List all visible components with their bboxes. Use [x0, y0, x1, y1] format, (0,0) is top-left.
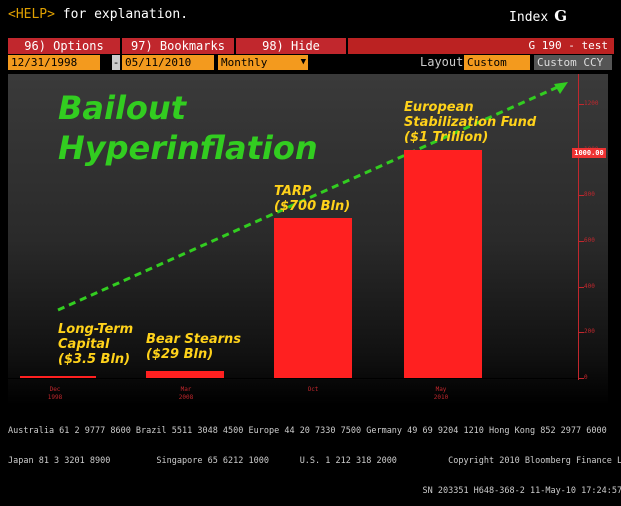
- top-bar: <HELP> for explanation. Index G: [0, 0, 621, 34]
- footer-line-3: SN 203351 H648-368-2 11-May-10 17:24:57: [8, 486, 621, 496]
- y-tick-mark: [578, 241, 584, 242]
- x-tick-1-month: Dec: [49, 386, 61, 393]
- help-line: <HELP> for explanation.: [8, 7, 188, 22]
- y-tick-mark: [578, 195, 584, 197]
- y-tick-mark: [578, 378, 584, 379]
- x-tick-2: Mar 2008: [171, 386, 201, 402]
- label-efsf-line2: Stabilization Fund: [404, 115, 537, 130]
- y-tick-mark: [578, 286, 584, 288]
- label-ltcm-line2: Capital: [58, 337, 110, 352]
- date-separator: -: [112, 55, 120, 70]
- headline-line-1: Bailout: [58, 89, 186, 127]
- y-tick-label: 1200: [584, 100, 599, 107]
- y-tick-label: 400: [584, 282, 595, 290]
- x-tick-2-year: 2008: [178, 394, 194, 401]
- label-efsf-line3: ($1 Trillion): [404, 130, 489, 145]
- label-efsf-line1: European: [404, 100, 474, 115]
- label-tarp-line1: TARP: [274, 184, 312, 199]
- page-title: G 190 - test: [528, 39, 608, 52]
- y-tick-mark: [578, 104, 584, 105]
- layout-label: Layout: [420, 55, 464, 69]
- options-button[interactable]: 96) Options: [8, 38, 122, 54]
- y-tick-mark: [578, 332, 584, 334]
- x-tick-1: Dec 1998: [40, 386, 70, 402]
- menu-bar: 96) Options 97) Bookmarks 98) Hide G 190…: [8, 38, 614, 54]
- x-axis: Dec 1998 Mar 2008 Oct May 2010: [8, 378, 608, 405]
- start-date-value: 12/31/1998: [11, 56, 78, 69]
- x-tick-1-year: 1998: [47, 394, 63, 401]
- y-axis: [578, 74, 579, 380]
- bar-3: [274, 218, 352, 378]
- contact-footer: Australia 61 2 9777 8600 Brazil 5511 304…: [8, 406, 621, 506]
- end-date-field[interactable]: 05/11/2010: [122, 55, 214, 70]
- layout-value: Custom: [467, 56, 507, 69]
- y-tick-label: 600: [584, 237, 595, 244]
- end-date-value: 05/11/2010: [125, 56, 192, 69]
- y-tick-label: 200: [584, 328, 595, 336]
- footer-line-2: Japan 81 3 3201 8900 Singapore 65 6212 1…: [8, 456, 621, 466]
- start-date-field[interactable]: 12/31/1998: [8, 55, 100, 70]
- x-tick-3-month: Oct: [307, 386, 319, 393]
- index-label: Index G: [509, 7, 567, 25]
- label-ltcm-line1: Long-Term: [58, 322, 134, 337]
- x-tick-3: Oct: [298, 386, 328, 394]
- label-tarp-line2: ($700 Bln): [274, 199, 351, 214]
- footer-line-1: Australia 61 2 9777 8600 Brazil 5511 304…: [8, 426, 607, 436]
- index-letter: G: [554, 7, 567, 25]
- y-tick-label: 0: [584, 374, 588, 381]
- label-bear-line2: ($29 Bln): [146, 347, 214, 362]
- field-bar: 12/31/1998 - 05/11/2010 Monthly ▼ Layout …: [8, 55, 614, 71]
- index-text: Index: [509, 10, 549, 25]
- label-ltcm: Long-Term Capital ($3.5 Bln): [58, 322, 133, 367]
- x-tick-2-month: Mar: [180, 386, 192, 393]
- label-bear-line1: Bear Stearns: [146, 332, 242, 347]
- bar-4: [404, 149, 482, 378]
- y-tick-label: 800: [584, 191, 595, 199]
- label-tarp: TARP ($700 Bln): [274, 184, 350, 214]
- x-axis-line: [8, 378, 578, 379]
- trend-arrow: [57, 82, 568, 312]
- chevron-down-icon: ▼: [300, 57, 306, 67]
- last-value-tag: 1000.00: [572, 148, 606, 158]
- chart-area: Bailout Hyperinflation 12001000800600400…: [8, 74, 608, 405]
- bar-1: [20, 376, 96, 378]
- help-key[interactable]: <HELP>: [8, 7, 55, 22]
- chart-headline: Bailout Hyperinflation: [58, 88, 318, 168]
- currency-value: Custom CCY: [537, 56, 604, 69]
- label-ltcm-line3: ($3.5 Bln): [58, 352, 131, 367]
- label-bear-stearns: Bear Stearns ($29 Bln): [146, 332, 241, 362]
- layout-select[interactable]: Custom: [464, 55, 530, 70]
- frequency-value: Monthly: [221, 56, 268, 69]
- x-tick-4-month: May: [435, 386, 447, 393]
- headline-line-2: Hyperinflation: [58, 129, 318, 167]
- x-tick-4-year: 2010: [433, 394, 449, 401]
- x-tick-4: May 2010: [426, 386, 456, 402]
- help-text: for explanation.: [54, 7, 189, 22]
- bookmarks-button[interactable]: 97) Bookmarks: [122, 38, 236, 54]
- frequency-select[interactable]: Monthly ▼: [218, 55, 308, 70]
- bar-2: [146, 371, 224, 378]
- label-efsf: European Stabilization Fund ($1 Trillion…: [404, 100, 536, 145]
- currency-select[interactable]: Custom CCY: [534, 55, 612, 70]
- hide-button[interactable]: 98) Hide: [236, 38, 348, 54]
